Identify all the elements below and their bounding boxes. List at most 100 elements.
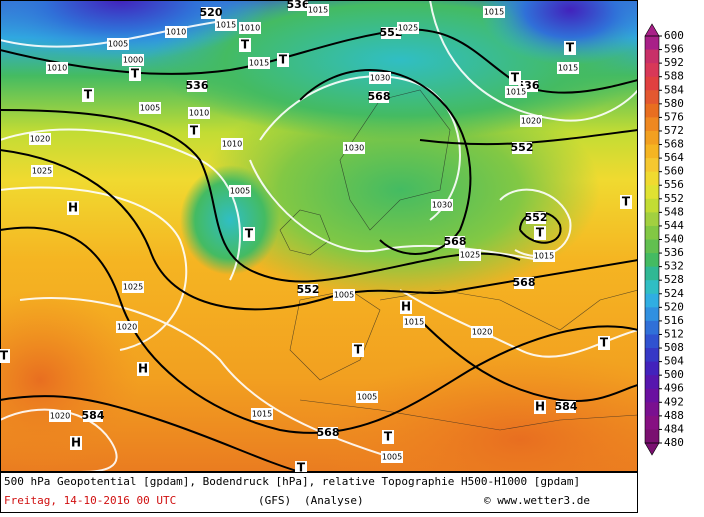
scale-label: 568 (664, 138, 684, 151)
symbol-bg (239, 38, 251, 52)
pressure-symbol: T (536, 226, 545, 240)
contour-label: 1030 (344, 144, 364, 153)
pressure-symbol: T (190, 124, 199, 138)
symbol-bg (129, 67, 141, 81)
label-bg (505, 86, 527, 98)
label-bg (556, 401, 576, 413)
scale-swatch (645, 320, 659, 335)
contour-label: 552 (525, 211, 548, 224)
contour-label: 568 (317, 426, 340, 439)
pressure-symbol: T (622, 195, 631, 209)
label-bg (201, 7, 221, 19)
symbol-bg (400, 300, 412, 314)
contour-label: 1015 (404, 318, 424, 327)
scale-label: 524 (664, 287, 684, 300)
contour-label: 536 (287, 0, 310, 11)
contour-label: 536 (186, 79, 209, 92)
scale-swatch (645, 375, 659, 390)
scale-swatch (645, 49, 659, 64)
symbol-bg (534, 400, 546, 414)
caption-model: (GFS) (258, 494, 291, 507)
contour-label: 1025 (460, 251, 480, 260)
symbol-bg (509, 71, 521, 85)
contour-label: 1020 (50, 412, 70, 421)
label-bg (122, 281, 144, 293)
contour-label: 584 (555, 400, 578, 413)
scale-label: 580 (664, 97, 684, 110)
label-bg (307, 4, 329, 16)
label-bg (46, 62, 68, 74)
contour-label: 1025 (398, 24, 418, 33)
contour-label: 1015 (252, 410, 272, 419)
scale-label: 596 (664, 43, 684, 56)
label-bg (229, 185, 251, 197)
contour-label: 1010 (240, 24, 260, 33)
pressure-symbol: T (131, 67, 140, 81)
symbol-bg (598, 336, 610, 350)
pressure-symbol: T (297, 461, 306, 475)
pressure-symbol: T (384, 430, 393, 444)
pressure-symbol: T (84, 88, 93, 102)
label-bg (459, 249, 481, 261)
contour-label: 1030 (370, 74, 390, 83)
label-bg (369, 72, 391, 84)
label-bg (122, 54, 144, 66)
scale-swatch (645, 76, 659, 91)
scale-swatch (645, 239, 659, 254)
color-scale: 6005965925885845805765725685645605565525… (644, 23, 684, 456)
contour-label: 1020 (472, 328, 492, 337)
contour-label: 520 (200, 6, 223, 19)
pressure-symbol: T (354, 343, 363, 357)
label-bg (381, 27, 401, 39)
label-bg (49, 410, 71, 422)
scale-swatch (645, 402, 659, 417)
symbol-bg (0, 349, 10, 363)
scale-swatch (645, 348, 659, 363)
symbol-bg (620, 195, 632, 209)
caption-title: 500 hPa Geopotential [gpdam], Bodendruck… (4, 475, 580, 488)
scale-label: 504 (664, 355, 684, 368)
scale-label: 508 (664, 341, 684, 354)
contour-label: 552 (297, 283, 320, 296)
label-bg (356, 391, 378, 403)
scale-swatch (645, 198, 659, 213)
contour-label: 1030 (432, 201, 452, 210)
pressure-symbol: H (138, 362, 148, 376)
scale-swatch (645, 103, 659, 118)
symbol-bg (564, 41, 576, 55)
pressure-symbol: T (0, 349, 9, 363)
scale-label: 572 (664, 124, 684, 137)
symbol-bg (137, 362, 149, 376)
contour-label: 1005 (334, 291, 354, 300)
pressure-symbol: T (279, 53, 288, 67)
label-bg (188, 107, 210, 119)
symbol-bg (295, 461, 307, 475)
contour-label: 568 (444, 235, 467, 248)
scale-swatch (645, 212, 659, 227)
contour-label: 568 (513, 276, 536, 289)
contour-label: 1010 (189, 109, 209, 118)
label-bg (318, 427, 338, 439)
label-bg (107, 38, 129, 50)
label-bg (215, 19, 237, 31)
pressure-symbol: H (401, 300, 411, 314)
scale-swatch (645, 144, 659, 159)
scale-swatch (645, 415, 659, 430)
label-bg (533, 250, 555, 262)
scale-label: 556 (664, 178, 684, 191)
scale-label: 500 (664, 368, 684, 381)
pressure-symbol: H (535, 400, 545, 414)
scale-label: 592 (664, 56, 684, 69)
caption-credit: © www.wetter3.de (484, 494, 590, 507)
pressure-symbol: T (245, 227, 254, 241)
contour-label: 1020 (117, 323, 137, 332)
scale-swatch (645, 90, 659, 105)
contour-label: 1020 (521, 117, 541, 126)
label-bg (526, 212, 546, 224)
label-bg (239, 22, 261, 34)
contour-label: 1020 (30, 135, 50, 144)
label-bg (221, 138, 243, 150)
contour-label: 1005 (382, 453, 402, 462)
contour-label: 1025 (32, 167, 52, 176)
